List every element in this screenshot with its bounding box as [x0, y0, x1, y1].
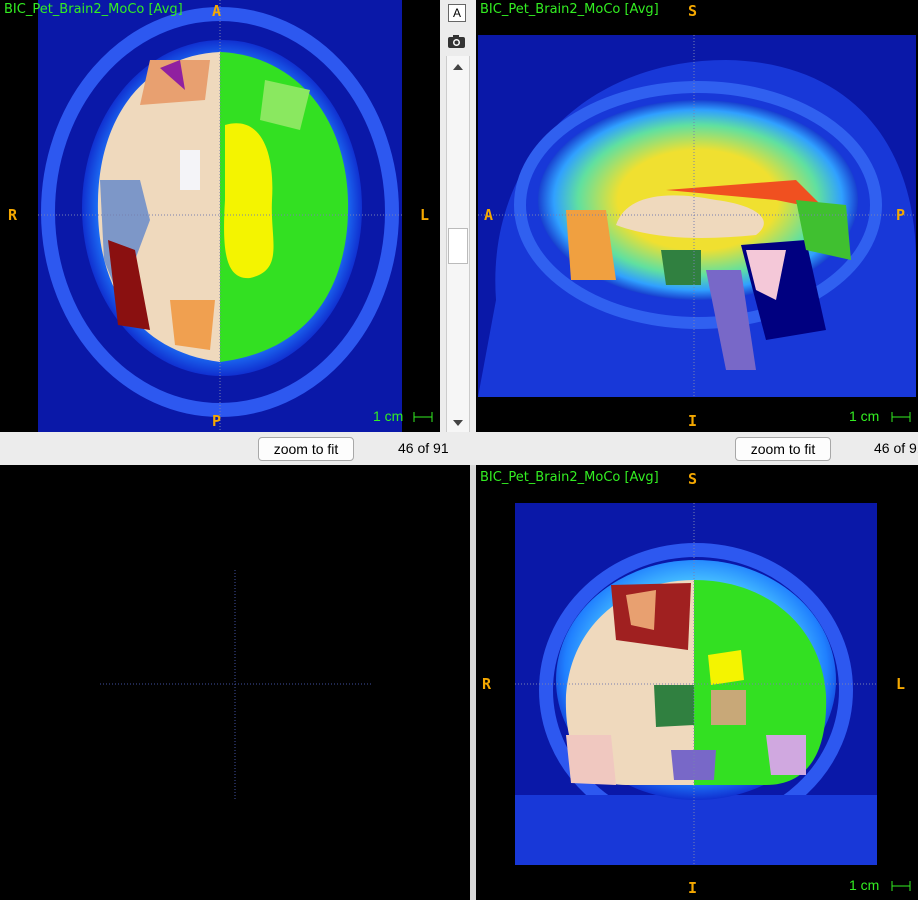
text-toggle[interactable]: A [448, 4, 466, 22]
divider [470, 465, 476, 900]
axial-view[interactable]: BIC_Pet_Brain2_MoCo [Avg] A P R L 1 cm [0, 0, 440, 432]
scale-bar [891, 881, 911, 891]
toolbar: zoom to fit 46 of 91 zoom to fit 46 of 9… [0, 432, 918, 465]
coronal-view[interactable]: BIC_Pet_Brain2_MoCo [Avg] S I R L 1 cm [476, 465, 918, 900]
orientation-bottom: P [212, 412, 222, 430]
orientation-left: R [482, 675, 492, 693]
camera-button[interactable] [447, 34, 467, 50]
orientation-left: A [484, 206, 494, 224]
coronal-image [515, 503, 877, 865]
sagittal-image [478, 35, 916, 397]
view-title: BIC_Pet_Brain2_MoCo [Avg] [480, 2, 659, 17]
orientation-right: L [420, 206, 430, 224]
orientation-bottom: I [688, 879, 698, 897]
orientation-right: L [896, 675, 906, 693]
view-title: BIC_Pet_Brain2_MoCo [Avg] [480, 470, 659, 485]
scale-bar [413, 412, 433, 422]
scale-bar [891, 412, 911, 422]
scale-label: 1 cm [849, 408, 880, 424]
scale-label: 1 cm [373, 408, 404, 424]
orientation-top: S [688, 2, 698, 20]
orientation-top: A [212, 2, 222, 20]
scroll-thumb[interactable] [448, 228, 468, 264]
slice-counter: 46 of 91 [874, 440, 918, 456]
zoom-to-fit-button[interactable]: zoom to fit [258, 437, 354, 461]
axial-image [38, 0, 402, 432]
scale-label: 1 cm [849, 877, 880, 893]
sagittal-view[interactable]: BIC_Pet_Brain2_MoCo [Avg] S I A P 1 cm [476, 0, 918, 432]
orientation-left: R [8, 206, 18, 224]
zoom-to-fit-button[interactable]: zoom to fit [735, 437, 831, 461]
orientation-top: S [688, 470, 698, 488]
empty-view[interactable] [0, 465, 470, 900]
crosshair [100, 570, 372, 800]
scroll-up[interactable] [452, 62, 464, 72]
scrollbar[interactable] [446, 56, 470, 432]
slice-counter: 46 of 91 [398, 440, 449, 456]
orientation-bottom: I [688, 412, 698, 430]
sidebar: A [440, 0, 476, 432]
view-title: BIC_Pet_Brain2_MoCo [Avg] [4, 2, 183, 17]
scroll-down[interactable] [452, 418, 464, 428]
orientation-right: P [896, 206, 906, 224]
